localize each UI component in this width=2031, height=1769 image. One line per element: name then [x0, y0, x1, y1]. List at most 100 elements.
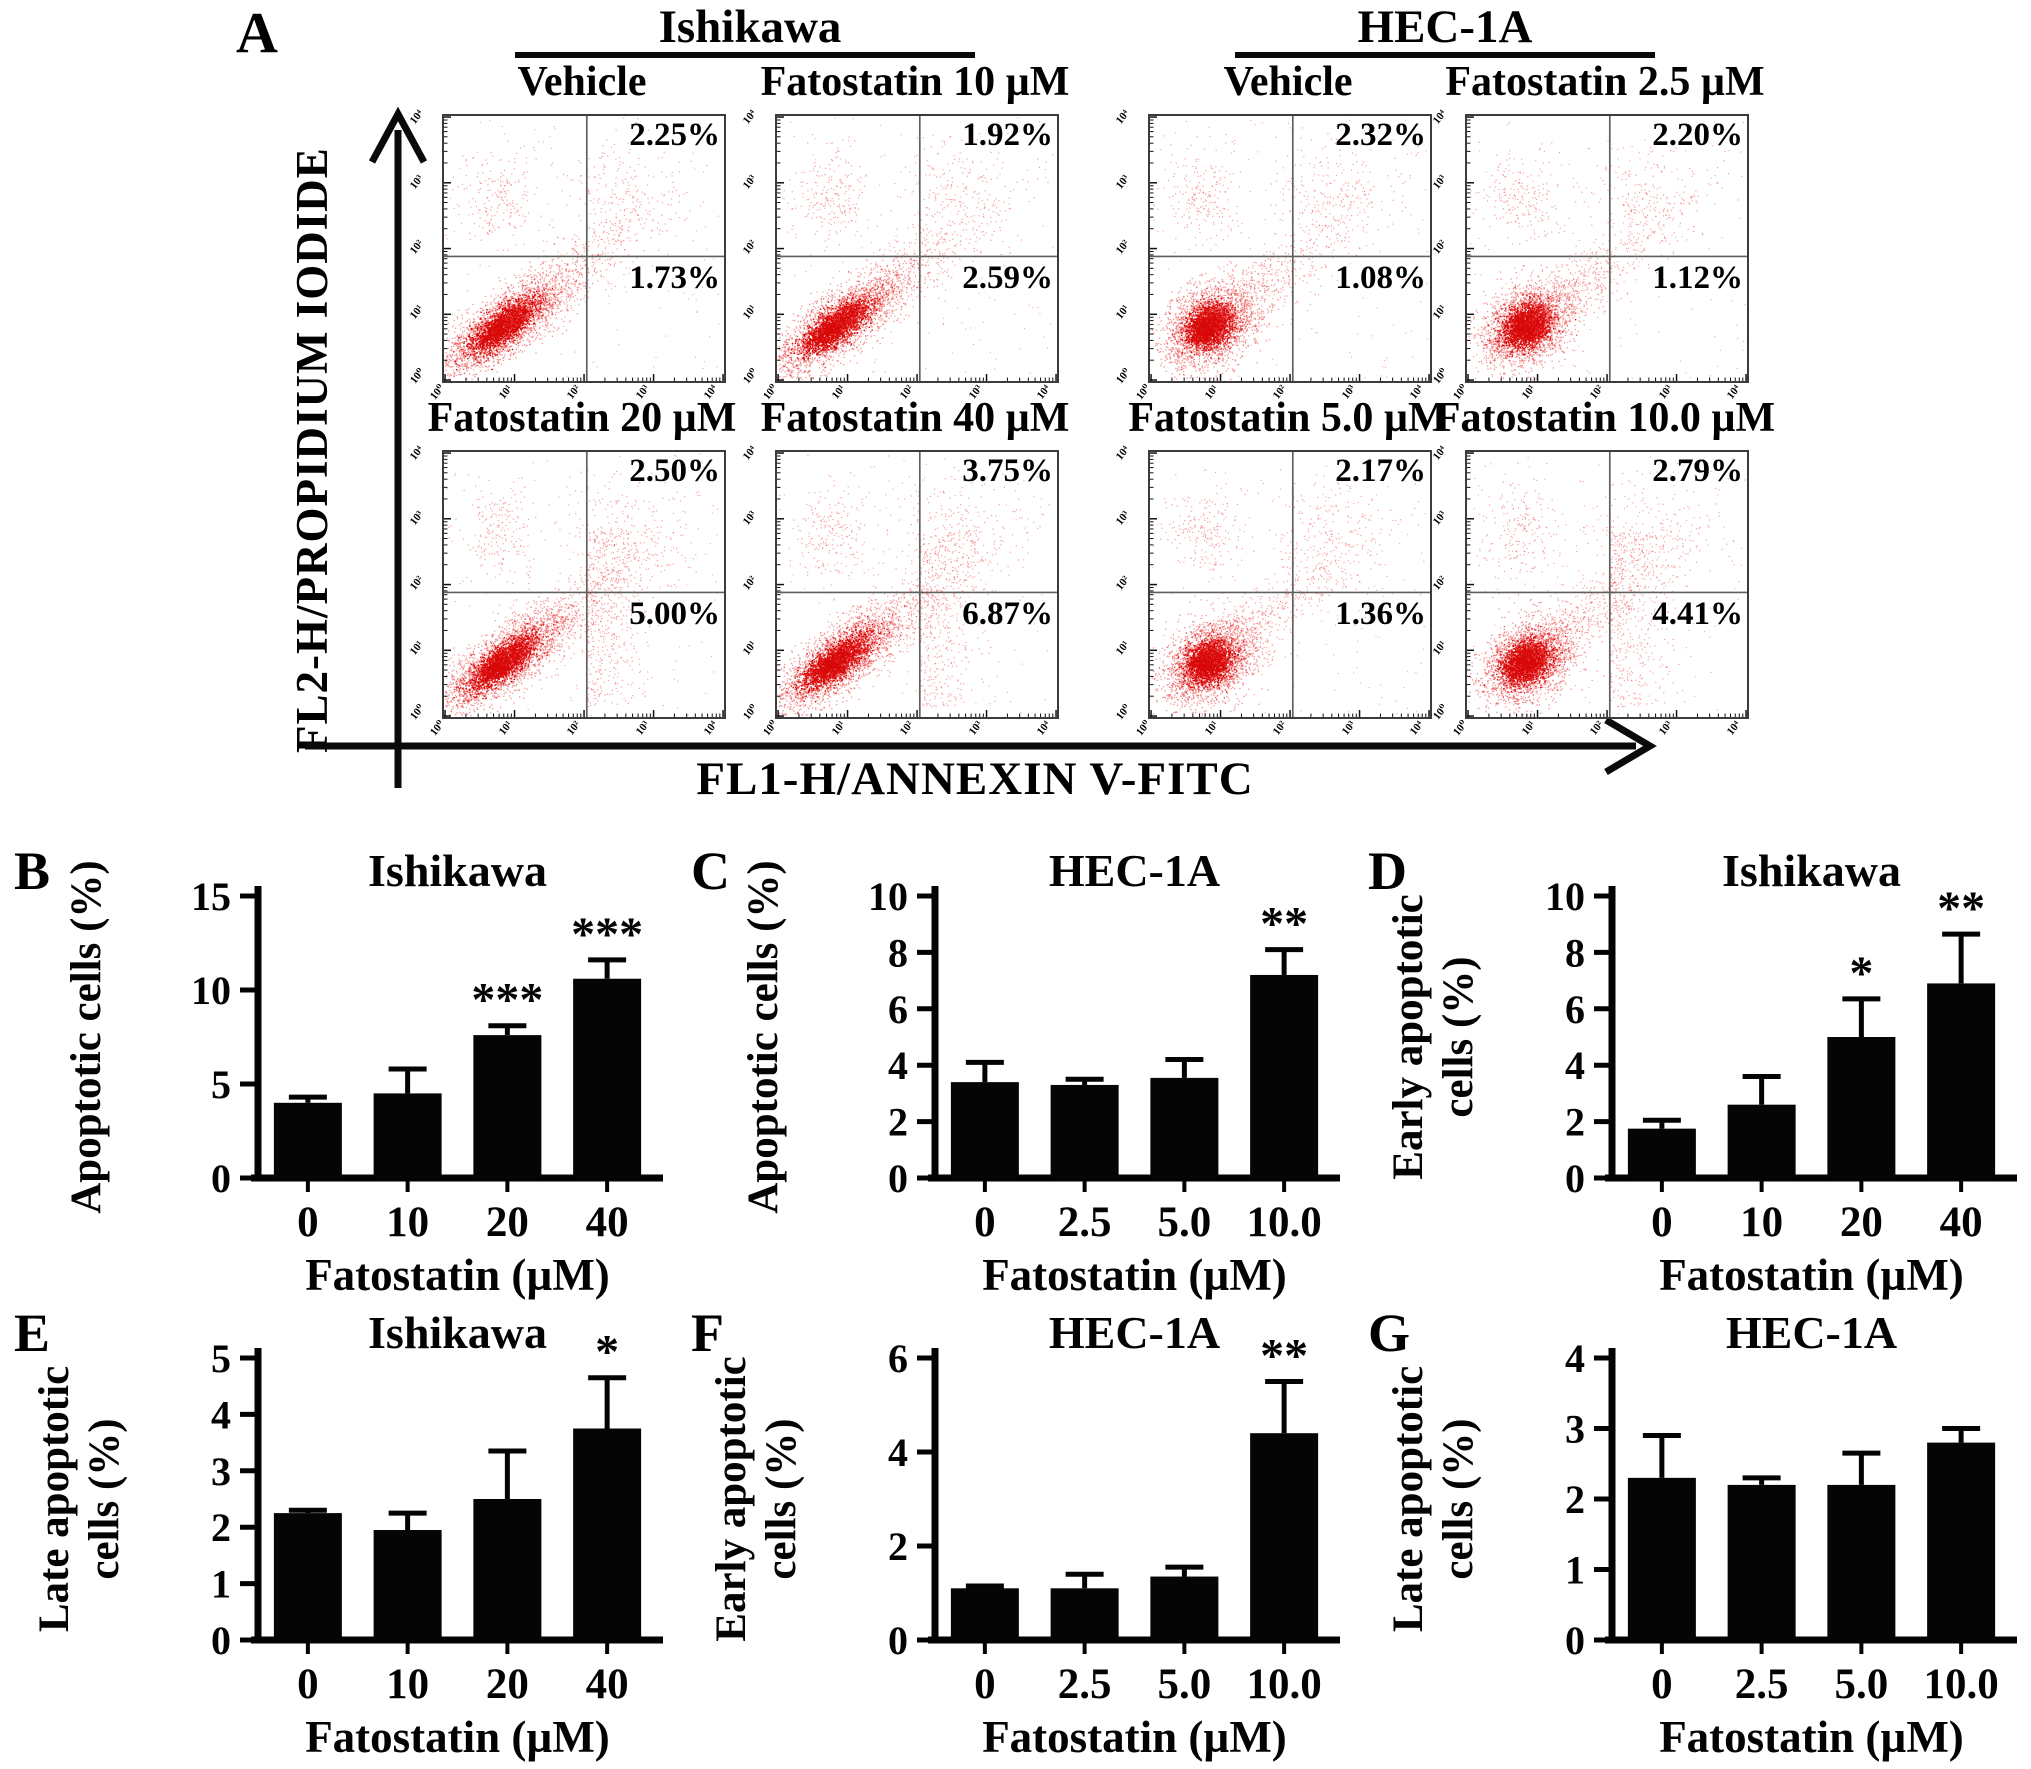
y-tick-label: 0	[888, 1618, 908, 1663]
log-tick-label: 10⁴	[1430, 444, 1449, 463]
flow-plot-title: Fatostatin 5.0 µM	[1128, 395, 1448, 441]
y-tick-label: 2	[888, 1524, 908, 1569]
log-tick-label: 10²	[740, 237, 759, 257]
bar	[1050, 1084, 1119, 1178]
bar	[1827, 1037, 1896, 1178]
panel-a-y-axis-label: FL2-H/PROPIDIUM IODIDE	[287, 147, 337, 753]
y-axis-label: cells (%)	[758, 1418, 805, 1579]
log-tick-label: 10²	[740, 573, 759, 593]
x-tick-label: 5.0	[1835, 1661, 1889, 1708]
y-tick-label: 0	[1565, 1156, 1585, 1201]
y-tick-label: 4	[1565, 1336, 1585, 1381]
bar-chart-svg: Ishikawa Apoptotic cells (%) 0 5 10 15 0 10 20 **…	[63, 845, 663, 1300]
flow-plot-ishikawa-vehicle: Vehicle 2.25% 1.73% 10⁰ 10¹ 10² 10³ 10⁴ 10⁰ 1…	[408, 58, 726, 402]
upper-right-quadrant-pct: 2.20%	[1652, 117, 1743, 154]
chart-panel-e: E Ishikawa Late apoptotic cells (%) 0 1 2 3 4 5 0…	[0, 1300, 677, 1765]
flow-plot-frame: 2.32% 1.08% 10⁰ 10¹ 10² 10³ 10⁴ 10⁰ 10¹ 10² 10³…	[1114, 108, 1432, 402]
log-tick-label: 10³	[740, 172, 759, 192]
log-tick-label: 10³	[1430, 172, 1449, 192]
y-tick-label: 10	[191, 968, 231, 1013]
bar	[950, 1588, 1019, 1640]
y-axis-label: cells (%)	[1435, 1418, 1482, 1579]
x-tick-label: 20	[486, 1199, 529, 1246]
significance-stars: *	[1849, 947, 1873, 1000]
scatter-dots-canvas	[1467, 452, 1747, 718]
x-axis-title: Fatostatin (µM)	[1659, 1250, 1964, 1300]
bar	[950, 1082, 1019, 1178]
x-tick-label: 40	[1940, 1199, 1983, 1246]
y-axis-label: Apoptotic cells (%)	[63, 860, 110, 1214]
significance-stars: ***	[571, 908, 643, 961]
y-tick-label: 4	[888, 1043, 908, 1088]
flow-plot-title: Fatostatin 10.0 µM	[1434, 395, 1776, 441]
x-tick-label: 10.0	[1924, 1661, 1999, 1708]
significance-stars: **	[1260, 898, 1308, 951]
log-tick-label: 10⁴	[740, 108, 759, 127]
x-axis-title: Fatostatin (µM)	[982, 1712, 1287, 1762]
flow-plot-frame: 2.17% 1.36% 10⁰ 10¹ 10² 10³ 10⁴ 10⁰ 10¹ 10² 10³…	[1114, 444, 1432, 738]
bar	[373, 1093, 442, 1178]
flow-plot-hec1a-vehicle: Vehicle 2.32% 1.08% 10⁰ 10¹ 10² 10³ 10⁴ 10⁰ 1…	[1114, 58, 1432, 402]
y-axis-label: Early apoptotic	[708, 1356, 755, 1641]
y-tick-label: 4	[1565, 1043, 1585, 1088]
flow-plot-title: Vehicle	[517, 59, 647, 105]
chart-panel-g: G HEC-1A Late apoptotic cells (%) 0 1 2 3 4 0 2.5…	[1354, 1300, 2031, 1765]
significance-stars: *	[595, 1326, 619, 1379]
bar	[473, 1499, 542, 1640]
x-tick-label: 0	[1651, 1661, 1673, 1708]
y-tick-label: 1	[1565, 1548, 1585, 1593]
y-tick-label: 1	[211, 1562, 231, 1607]
group-underline-hec-1a	[1235, 52, 1655, 58]
y-axis-label: cells (%)	[81, 1418, 128, 1579]
x-axis-title: Fatostatin (µM)	[305, 1250, 610, 1300]
x-tick-label: 2.5	[1058, 1661, 1112, 1708]
chart-title: Ishikawa	[368, 845, 547, 896]
lower-right-quadrant-pct: 1.08%	[1335, 260, 1426, 297]
panel-a-letter: A	[236, 0, 278, 65]
y-tick-label: 0	[211, 1618, 231, 1663]
y-axis-label: Late apoptotic	[31, 1366, 78, 1632]
bar-chart-svg: HEC-1A Early apoptotic cells (%) 0 2 4 6 0 2.5 5.…	[708, 1307, 1340, 1762]
x-tick-label: 10	[386, 1661, 429, 1708]
panel-letter: F	[691, 1303, 724, 1363]
y-tick-label: 3	[211, 1449, 231, 1494]
flow-plot-frame: 2.20% 1.12% 10⁰ 10¹ 10² 10³ 10⁴ 10⁰ 10¹ 10² 10³…	[1431, 108, 1749, 402]
panel-letter: C	[691, 841, 730, 901]
log-tick-label: 10¹	[740, 638, 759, 658]
x-tick-label: 2.5	[1735, 1661, 1789, 1708]
bar	[1050, 1588, 1119, 1640]
bar	[1150, 1576, 1219, 1640]
bar	[273, 1102, 342, 1178]
y-axis-label: Apoptotic cells (%)	[740, 860, 787, 1214]
chart-title: HEC-1A	[1049, 845, 1220, 896]
flow-plot-ishikawa-fatostatin-20: Fatostatin 20 µM 2.50% 5.00% 10⁰ 10¹ 10² 10…	[408, 394, 737, 738]
group-header-ishikawa: Ishikawa	[658, 1, 842, 53]
log-tick-label: 10³	[1113, 508, 1132, 528]
y-tick-label: 4	[888, 1430, 908, 1475]
flow-plot-hec1a-fatostatin-10-0: Fatostatin 10.0 µM 2.79% 4.41% 10⁰ 10¹ 10²…	[1431, 394, 1776, 738]
fl2-axis-up-arrow-icon	[368, 106, 428, 788]
bar	[573, 978, 642, 1178]
y-tick-label: 2	[888, 1100, 908, 1145]
x-tick-label: 0	[974, 1661, 996, 1708]
bar	[1627, 1128, 1696, 1178]
upper-right-quadrant-pct: 2.17%	[1335, 453, 1426, 490]
upper-right-quadrant-pct: 2.79%	[1652, 453, 1743, 490]
x-tick-label: 5.0	[1158, 1661, 1212, 1708]
log-tick-label: 10²	[1430, 573, 1449, 593]
panel-letter: G	[1368, 1303, 1411, 1363]
log-tick-label: 10¹	[1113, 638, 1132, 658]
bar	[1927, 983, 1996, 1178]
log-tick-label: 10³	[1113, 172, 1132, 192]
bar	[273, 1513, 342, 1640]
log-tick-label: 10²	[1113, 573, 1132, 593]
scatter-dots-canvas	[444, 116, 724, 382]
flow-plot-frame: 2.50% 5.00% 10⁰ 10¹ 10² 10³ 10⁴ 10⁰ 10¹ 10² 10³…	[408, 444, 726, 738]
flow-plot-hec1a-fatostatin-2-5: Fatostatin 2.5 µM 2.20% 1.12% 10⁰ 10¹ 10² 1…	[1431, 58, 1765, 402]
upper-right-quadrant-pct: 2.50%	[629, 453, 720, 490]
chart-title: Ishikawa	[1722, 845, 1901, 896]
y-tick-label: 6	[888, 987, 908, 1032]
x-tick-label: 0	[974, 1199, 996, 1246]
y-tick-label: 3	[1565, 1407, 1585, 1452]
x-axis-title: Fatostatin (µM)	[1659, 1712, 1964, 1762]
